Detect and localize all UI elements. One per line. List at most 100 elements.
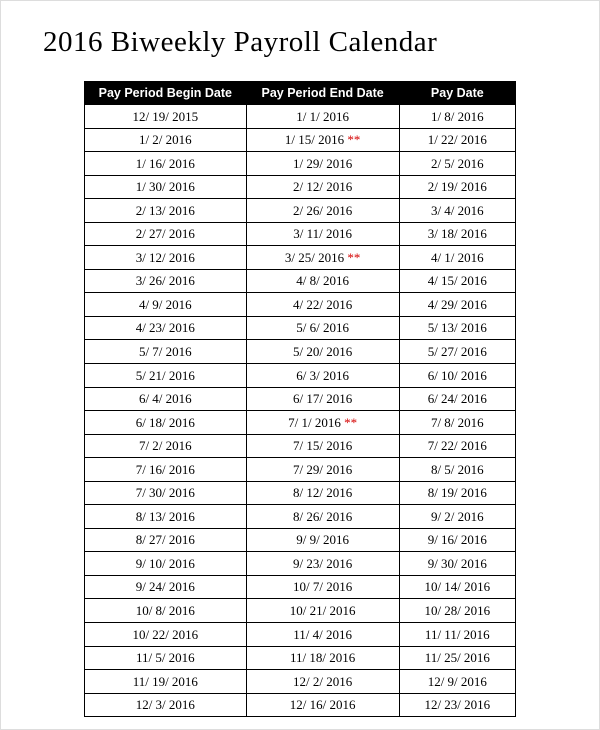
table-row: 3/ 12/ 20163/ 25/ 2016 **4/ 1/ 2016 (85, 246, 516, 270)
cell-end-date: 3/ 11/ 2016 (246, 222, 399, 246)
cell-end-date: 5/ 6/ 2016 (246, 316, 399, 340)
cell-end-date: 5/ 20/ 2016 (246, 340, 399, 364)
table-row: 7/ 16/ 2016 7/ 29/ 2016 8/ 5/ 2016 (85, 458, 516, 482)
cell-begin-date: 7/ 16/ 2016 (85, 458, 247, 482)
cell-begin-date: 1/ 30/ 2016 (85, 175, 247, 199)
cell-pay-date: 10/ 28/ 2016 (399, 599, 515, 623)
cell-begin-date: 12/ 3/ 2016 (85, 693, 247, 717)
table-row: 6/ 18/ 20167/ 1/ 2016 **7/ 8/ 2016 (85, 411, 516, 435)
cell-pay-date: 12/ 23/ 2016 (399, 693, 515, 717)
cell-pay-date: 6/ 24/ 2016 (399, 387, 515, 411)
cell-begin-date: 11/ 5/ 2016 (85, 646, 247, 670)
cell-pay-date: 9/ 2/ 2016 (399, 505, 515, 529)
table-container: Pay Period Begin Date Pay Period End Dat… (43, 81, 557, 717)
cell-end-date: 8/ 12/ 2016 (246, 481, 399, 505)
end-date-text: 7/ 15/ 2016 (293, 438, 352, 453)
cell-pay-date: 8/ 19/ 2016 (399, 481, 515, 505)
table-row: 4/ 23/ 20165/ 6/ 20165/ 13/ 2016 (85, 316, 516, 340)
col-header-end: Pay Period End Date (246, 82, 399, 105)
table-body: 12/ 19/ 20151/ 1/ 20161/ 8/ 20161/ 2/ 20… (85, 105, 516, 717)
cell-end-date: 8/ 26/ 2016 (246, 505, 399, 529)
cell-begin-date: 4/ 23/ 2016 (85, 316, 247, 340)
cell-begin-date: 7/ 2/ 2016 (85, 434, 247, 458)
cell-begin-date: 10/ 22/ 2016 (85, 623, 247, 647)
payroll-table: Pay Period Begin Date Pay Period End Dat… (84, 81, 516, 717)
cell-pay-date: 5/ 27/ 2016 (399, 340, 515, 364)
table-row: 8/ 27/ 20169/ 9/ 20169/ 16/ 2016 (85, 528, 516, 552)
page-title: 2016 Biweekly Payroll Calendar (43, 26, 557, 59)
cell-begin-date: 5/ 21/ 2016 (85, 364, 247, 388)
cell-end-date: 1/ 15/ 2016 ** (246, 128, 399, 152)
end-date-text: 5/ 20/ 2016 (293, 344, 352, 359)
end-date-text: 6/ 17/ 2016 (293, 391, 352, 406)
end-date-text: 12/ 16/ 2016 (290, 697, 356, 712)
table-row: 6/ 4/ 2016 6/ 17/ 2016 6/ 24/ 2016 (85, 387, 516, 411)
end-date-text: 2/ 12/ 2016 (293, 179, 352, 194)
end-date-text: 5/ 6/ 2016 (296, 320, 349, 335)
table-row: 8/ 13/ 2016 8/ 26/ 2016 9/ 2/ 2016 (85, 505, 516, 529)
table-row: 11/ 5/ 201611/ 18/ 201611/ 25/ 2016 (85, 646, 516, 670)
col-header-pay: Pay Date (399, 82, 515, 105)
cell-pay-date: 3/ 4/ 2016 (399, 199, 515, 223)
cell-begin-date: 11/ 19/ 2016 (85, 670, 247, 694)
end-date-text: 4/ 22/ 2016 (293, 297, 352, 312)
asterisk-flag: ** (341, 415, 357, 430)
cell-begin-date: 8/ 13/ 2016 (85, 505, 247, 529)
cell-begin-date: 1/ 16/ 2016 (85, 152, 247, 176)
cell-pay-date: 3/ 18/ 2016 (399, 222, 515, 246)
end-date-text: 8/ 26/ 2016 (293, 509, 352, 524)
table-row: 5/ 7/ 2016 5/ 20/ 2016 5/ 27/ 2016 (85, 340, 516, 364)
table-row: 2/ 27/ 2016 3/ 11/ 2016 3/ 18/ 2016 (85, 222, 516, 246)
table-row: 1/ 2/ 20161/ 15/ 2016 **1/ 22/ 2016 (85, 128, 516, 152)
table-row: 4/ 9/ 20164/ 22/ 20164/ 29/ 2016 (85, 293, 516, 317)
cell-pay-date: 7/ 8/ 2016 (399, 411, 515, 435)
cell-end-date: 1/ 29/ 2016 (246, 152, 399, 176)
cell-begin-date: 2/ 13/ 2016 (85, 199, 247, 223)
cell-pay-date: 12/ 9/ 2016 (399, 670, 515, 694)
cell-begin-date: 8/ 27/ 2016 (85, 528, 247, 552)
cell-begin-date: 6/ 18/ 2016 (85, 411, 247, 435)
cell-end-date: 6/ 17/ 2016 (246, 387, 399, 411)
cell-begin-date: 7/ 30/ 2016 (85, 481, 247, 505)
end-date-text: 7/ 29/ 2016 (293, 462, 352, 477)
table-row: 2/ 13/ 20162/ 26/ 20163/ 4/ 2016 (85, 199, 516, 223)
end-date-text: 6/ 3/ 2016 (296, 368, 349, 383)
end-date-text: 3/ 25/ 2016 (285, 250, 344, 265)
cell-begin-date: 3/ 12/ 2016 (85, 246, 247, 270)
cell-begin-date: 1/ 2/ 2016 (85, 128, 247, 152)
cell-pay-date: 9/ 16/ 2016 (399, 528, 515, 552)
cell-end-date: 3/ 25/ 2016 ** (246, 246, 399, 270)
cell-begin-date: 4/ 9/ 2016 (85, 293, 247, 317)
table-row: 9/ 24/ 201610/ 7/ 201610/ 14/ 2016 (85, 575, 516, 599)
cell-end-date: 6/ 3/ 2016 (246, 364, 399, 388)
cell-begin-date: 3/ 26/ 2016 (85, 269, 247, 293)
col-header-begin: Pay Period Begin Date (85, 82, 247, 105)
cell-end-date: 9/ 9/ 2016 (246, 528, 399, 552)
cell-end-date: 10/ 7/ 2016 (246, 575, 399, 599)
end-date-text: 3/ 11/ 2016 (293, 226, 352, 241)
cell-begin-date: 6/ 4/ 2016 (85, 387, 247, 411)
end-date-text: 1/ 29/ 2016 (293, 156, 352, 171)
cell-pay-date: 7/ 22/ 2016 (399, 434, 515, 458)
end-date-text: 10/ 7/ 2016 (293, 579, 352, 594)
table-row: 12/ 3/ 2016 12/ 16/ 2016 12/ 23/ 2016 (85, 693, 516, 717)
cell-pay-date: 4/ 1/ 2016 (399, 246, 515, 270)
cell-begin-date: 2/ 27/ 2016 (85, 222, 247, 246)
table-row: 3/ 26/ 20164/ 8/ 20164/ 15/ 2016 (85, 269, 516, 293)
cell-pay-date: 6/ 10/ 2016 (399, 364, 515, 388)
cell-end-date: 7/ 1/ 2016 ** (246, 411, 399, 435)
cell-begin-date: 12/ 19/ 2015 (85, 105, 247, 129)
cell-pay-date: 2/ 19/ 2016 (399, 175, 515, 199)
end-date-text: 11/ 18/ 2016 (290, 650, 355, 665)
cell-begin-date: 5/ 7/ 2016 (85, 340, 247, 364)
table-row: 10/ 22/ 201611/ 4/ 201611/ 11/ 2016 (85, 623, 516, 647)
asterisk-flag: ** (344, 250, 360, 265)
cell-pay-date: 8/ 5/ 2016 (399, 458, 515, 482)
table-row: 10/ 8/ 201610/ 21/ 201610/ 28/ 2016 (85, 599, 516, 623)
cell-end-date: 11/ 4/ 2016 (246, 623, 399, 647)
cell-end-date: 4/ 22/ 2016 (246, 293, 399, 317)
table-row: 1/ 16/ 20161/ 29/ 20162/ 5/ 2016 (85, 152, 516, 176)
asterisk-flag: ** (344, 132, 360, 147)
cell-end-date: 11/ 18/ 2016 (246, 646, 399, 670)
end-date-text: 1/ 15/ 2016 (285, 132, 344, 147)
